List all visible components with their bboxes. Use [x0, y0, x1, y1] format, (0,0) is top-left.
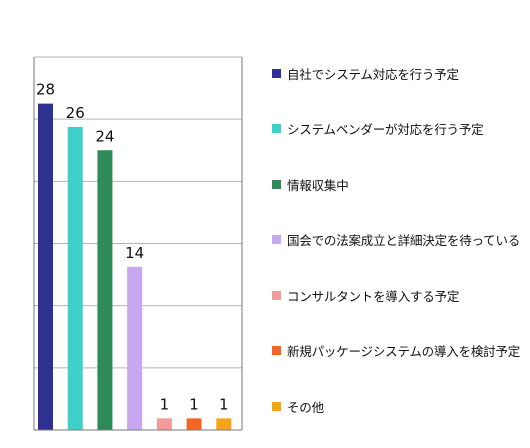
- bars: [38, 103, 232, 430]
- legend-label: システムベンダーが対応を行う予定: [287, 122, 484, 137]
- data-label-5: 1: [160, 395, 170, 413]
- legend-label: 自社でシステム対応を行う予定: [287, 66, 459, 82]
- bar-6: [186, 418, 202, 430]
- legend: 自社でシステム対応を行う予定システムベンダーが対応を行う予定 情報収集中国会での法…: [262, 0, 530, 448]
- legend-item-6: 新規パッケージシステムの導入を検討予定: [272, 341, 520, 361]
- legend-swatch: [272, 401, 281, 411]
- data-label-6: 1: [189, 395, 199, 413]
- legend-swatch: [272, 68, 281, 78]
- bar-4: [127, 266, 143, 430]
- legend-swatch: [272, 290, 281, 300]
- data-labels: 28 26 24 14 1 1 1: [36, 81, 229, 414]
- bar-1: [38, 103, 53, 430]
- legend-swatch: [272, 346, 281, 355]
- legend-item-5: コンサルタントを導入する予定: [272, 285, 459, 305]
- bar-3: [97, 150, 113, 430]
- axes: [33, 57, 243, 431]
- data-label-3: 24: [95, 127, 114, 145]
- legend-swatch: [272, 179, 281, 189]
- legend-item-2: システムベンダーが対応を行う予定: [272, 119, 484, 139]
- data-label-4: 14: [125, 244, 144, 262]
- bar-chart: 28 26 24 14 1 1 1: [33, 56, 243, 431]
- legend-label: 新規パッケージシステムの導入を検討予定: [287, 344, 521, 359]
- legend-item-4: 国会での法案成立と詳細決定を待っている: [272, 230, 520, 250]
- bar-2: [67, 126, 83, 430]
- legend-label: コンサルタントを導入する予定: [287, 288, 460, 304]
- legend-swatch: [272, 124, 281, 133]
- legend-label: 国会での法案成立と詳細決定を待っている: [287, 233, 521, 248]
- legend-label: その他: [287, 399, 324, 415]
- bar-7: [216, 418, 232, 430]
- legend-swatch: [272, 235, 281, 244]
- legend-label: 情報収集中: [287, 177, 349, 193]
- bar-5: [156, 418, 172, 430]
- data-label-7: 1: [219, 395, 229, 413]
- legend-item-3: 情報収集中: [272, 174, 349, 194]
- data-label-2: 26: [66, 104, 85, 122]
- data-label-1: 28: [36, 81, 55, 99]
- legend-item-1: 自社でシステム対応を行う予定: [272, 63, 459, 83]
- legend-item-7: その他: [272, 396, 324, 416]
